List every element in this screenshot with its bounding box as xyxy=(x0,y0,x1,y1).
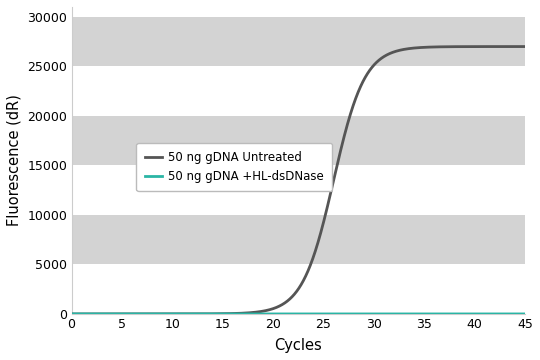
Y-axis label: Fluorescence (dR): Fluorescence (dR) xyxy=(7,95,22,226)
Bar xyxy=(71,215,525,265)
Bar xyxy=(71,17,525,66)
Legend: 50 ng gDNA Untreated, 50 ng gDNA +HL-dsDNase: 50 ng gDNA Untreated, 50 ng gDNA +HL-dsD… xyxy=(137,143,332,192)
Bar xyxy=(71,116,525,165)
X-axis label: Cycles: Cycles xyxy=(274,338,322,353)
